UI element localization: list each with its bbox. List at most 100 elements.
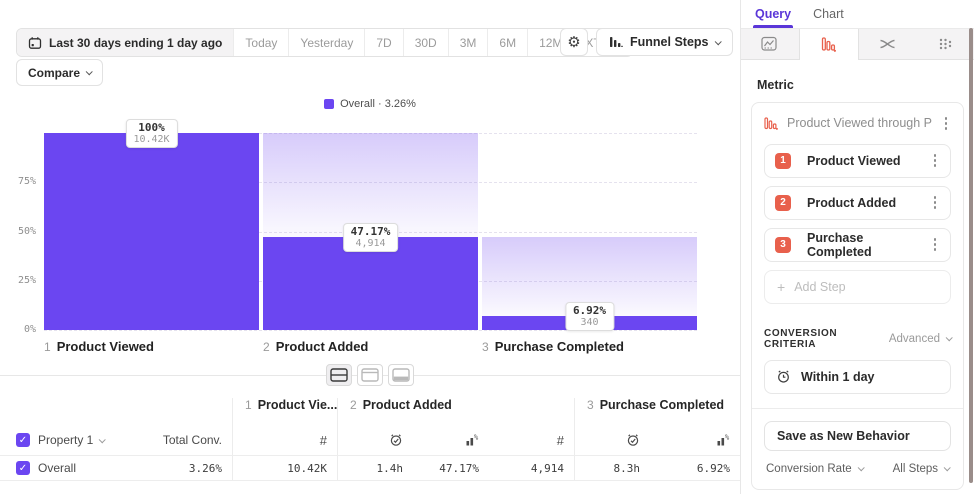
date-range-button[interactable]: Last 30 days ending 1 day ago xyxy=(17,29,234,56)
tab-chart[interactable]: Chart xyxy=(813,7,844,21)
preset-30d[interactable]: 30D xyxy=(402,29,448,56)
step-badge: 1 xyxy=(775,152,791,169)
step-label: Purchase Completed xyxy=(807,230,872,259)
split-view-button[interactable] xyxy=(326,364,352,386)
bar-count-label: 4,914 xyxy=(355,238,386,250)
funnel-step-3[interactable]: 3 Purchase Completed xyxy=(764,227,951,262)
conversion-header: % xyxy=(413,425,489,455)
advanced-dropdown[interactable]: Advanced xyxy=(889,333,953,345)
table-row: ✓ Overall 3.26% 10.42K 1.4h 47.17% 4,914… xyxy=(0,455,740,481)
bar-pct-label: 47.17% xyxy=(350,225,391,239)
table-group-step2: 2 Product Added xyxy=(337,398,574,425)
preset-12m[interactable]: 12M xyxy=(527,29,573,56)
x-step-number: 1 xyxy=(44,340,51,354)
time-to-convert-header xyxy=(574,425,650,455)
clock-icon xyxy=(627,434,639,446)
step-title: Purchase Completed xyxy=(599,398,725,412)
preset-3m[interactable]: 3M xyxy=(447,29,488,56)
conversion-chart-icon: % xyxy=(717,434,730,446)
all-steps-label: All Steps xyxy=(892,462,938,475)
series-name: Overall xyxy=(38,461,77,475)
step-badge: 2 xyxy=(775,194,791,211)
step-menu-button[interactable] xyxy=(930,194,941,211)
conversion-window-label: Within 1 day xyxy=(801,369,875,384)
gridline xyxy=(44,182,697,184)
time-to-convert-header xyxy=(337,425,413,455)
step-menu-button[interactable] xyxy=(930,236,941,253)
preset-yesterday[interactable]: Yesterday xyxy=(288,29,364,56)
chart-type-dropdown[interactable]: Funnel Steps xyxy=(596,28,734,56)
line-chart-tab[interactable] xyxy=(741,29,799,59)
metric-section-label: Metric xyxy=(757,78,794,92)
settings-button[interactable]: ⚙ xyxy=(560,28,588,56)
chart-view-button[interactable] xyxy=(357,364,383,386)
clock-icon xyxy=(390,434,402,446)
step-menu-button[interactable] xyxy=(930,152,941,169)
conversion-window-button[interactable]: Within 1 day xyxy=(764,359,951,394)
funnel-bar[interactable] xyxy=(263,237,478,330)
table-view-button[interactable] xyxy=(388,364,414,386)
metric-card-header: Product Viewed through Purchas... xyxy=(764,115,951,132)
alarm-clock-icon xyxy=(776,369,791,384)
step-title: Product Vie... xyxy=(257,398,337,412)
chevron-down-icon xyxy=(857,464,865,472)
funnel-bar-group[interactable]: 6.92% 340 xyxy=(482,133,697,332)
funnel-chart-icon xyxy=(609,36,623,49)
bar-value-label: 47.17% 4,914 xyxy=(342,223,399,253)
conversion-rate-dropdown[interactable]: Conversion Rate xyxy=(766,463,865,475)
y-axis: 75% 50% 25% 0% xyxy=(0,133,36,335)
add-step-button[interactable]: + Add Step xyxy=(764,269,951,304)
all-steps-dropdown[interactable]: All Steps xyxy=(892,462,951,475)
chart-type-tabs xyxy=(741,28,974,60)
legend-swatch xyxy=(324,99,335,109)
legend-label: Overall · 3.26% xyxy=(340,98,416,110)
funnel-step-2[interactable]: 2 Product Added xyxy=(764,185,951,220)
step-number: 3 xyxy=(587,398,594,412)
gridline xyxy=(44,330,697,331)
chevron-down-icon xyxy=(99,435,107,443)
flow-tab[interactable] xyxy=(859,29,917,59)
sidebar-tabs: Query Chart xyxy=(741,0,974,28)
query-sidebar: Query Chart Metric xyxy=(740,0,974,494)
bar-value-label: 100% 10.42K xyxy=(125,119,178,148)
preset-today[interactable]: Today xyxy=(233,29,288,56)
view-toggle-group xyxy=(0,364,740,386)
scatter-tab[interactable] xyxy=(916,29,974,59)
preset-7d[interactable]: 7D xyxy=(364,29,402,56)
funnel-bar[interactable] xyxy=(44,133,259,330)
funnel-tab[interactable] xyxy=(798,29,859,60)
property-dropdown[interactable]: Property 1 xyxy=(38,433,107,447)
tab-query[interactable]: Query xyxy=(752,0,794,28)
step-number: 1 xyxy=(245,398,252,412)
compare-button[interactable]: Compare xyxy=(16,59,104,86)
date-range-control: Last 30 days ending 1 day ago Today Yest… xyxy=(16,28,634,57)
chart-legend: Overall · 3.26% xyxy=(0,98,740,110)
x-step-number: 2 xyxy=(263,340,270,354)
x-axis-labels: 1 Product Viewed 2 Product Added 3 Purchase C… xyxy=(44,339,697,354)
funnel-step-1[interactable]: 1 Product Viewed xyxy=(764,143,951,178)
step-label: Product Viewed xyxy=(807,153,901,168)
step2-time: 1.4h xyxy=(337,456,413,480)
scrollbar-thumb[interactable] xyxy=(969,28,973,483)
total-conv-value: 3.26% xyxy=(188,461,222,475)
property-checkbox[interactable]: ✓ xyxy=(16,433,30,447)
preset-6m[interactable]: 6M xyxy=(487,29,527,56)
metric-menu-button[interactable] xyxy=(941,115,952,132)
add-step-label: Add Step xyxy=(794,279,846,294)
gear-icon: ⚙ xyxy=(567,34,581,51)
total-conv-header: Total Conv. xyxy=(162,433,222,447)
step2-conv: 47.17% xyxy=(439,461,479,475)
x-step-name: Product Viewed xyxy=(56,339,154,354)
plus-icon: + xyxy=(777,278,786,295)
bar-pct-label: 100% xyxy=(138,121,165,134)
save-as-new-behavior-button[interactable]: Save as New Behavior xyxy=(764,420,951,451)
metric-title: Product Viewed through Purchas... xyxy=(787,116,932,131)
funnel-bar-group[interactable]: 100% 10.42K xyxy=(44,119,259,330)
y-axis-label: 75% xyxy=(17,176,36,188)
flow-icon xyxy=(880,39,895,49)
main-panel: Last 30 days ending 1 day ago Today Yest… xyxy=(0,28,740,481)
overall-checkbox[interactable]: ✓ xyxy=(16,461,30,475)
step-badge: 3 xyxy=(775,236,791,253)
funnel-bar-group[interactable]: 47.17% 4,914 xyxy=(263,133,478,330)
